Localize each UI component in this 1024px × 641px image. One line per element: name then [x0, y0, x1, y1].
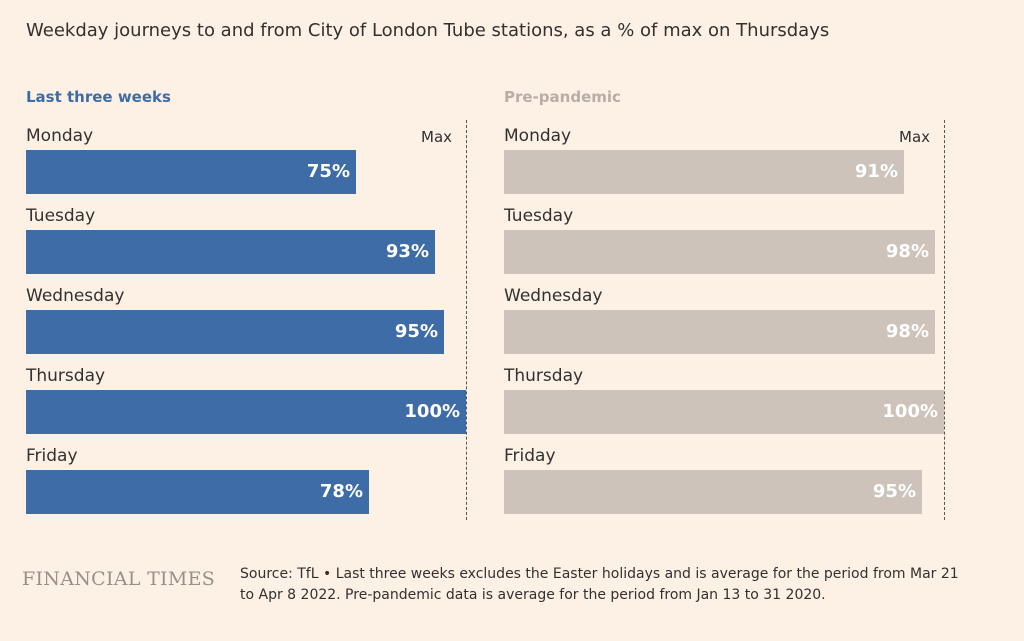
max-label: Max	[899, 128, 931, 146]
bar-monday: 75%	[26, 150, 356, 194]
chart-title: Weekday journeys to and from City of Lon…	[26, 20, 830, 41]
bar-value-label: 100%	[882, 401, 938, 422]
bar-thursday: 100%	[504, 390, 944, 434]
bar-tuesday: 93%	[26, 230, 435, 274]
bar-value-label: 75%	[306, 161, 350, 182]
max-reference-line	[466, 120, 467, 520]
bar-value-label: 93%	[385, 241, 429, 262]
max-label: Max	[421, 128, 453, 146]
bar-value-label: 100%	[404, 401, 460, 422]
bar-friday: 78%	[26, 470, 369, 514]
ft-logo: FINANCIAL TIMES	[22, 568, 216, 590]
source-note: Source: TfL • Last three weeks excludes …	[240, 566, 959, 603]
bar-tuesday: 98%	[504, 230, 935, 274]
panel-title: Last three weeks	[26, 88, 171, 106]
category-label-tuesday: Tuesday	[504, 206, 574, 226]
category-label-monday: Monday	[504, 126, 572, 146]
category-label-friday: Friday	[26, 446, 78, 466]
bar-value-label: 91%	[854, 161, 898, 182]
panel-title: Pre-pandemic	[504, 88, 621, 106]
bar-value-label: 78%	[319, 481, 363, 502]
bar-wednesday: 95%	[26, 310, 444, 354]
bar-value-label: 98%	[885, 321, 929, 342]
bar-thursday: 100%	[26, 390, 466, 434]
bar-wednesday: 98%	[504, 310, 935, 354]
bar-friday: 95%	[504, 470, 922, 514]
bar-value-label: 95%	[394, 321, 438, 342]
category-label-monday: Monday	[26, 126, 94, 146]
bar-value-label: 95%	[872, 481, 916, 502]
bar-value-label: 98%	[885, 241, 929, 262]
bar-monday: 91%	[504, 150, 904, 194]
category-label-tuesday: Tuesday	[26, 206, 96, 226]
max-reference-line	[944, 120, 945, 520]
category-label-wednesday: Wednesday	[26, 286, 125, 306]
category-label-friday: Friday	[504, 446, 556, 466]
category-label-wednesday: Wednesday	[504, 286, 603, 306]
category-label-thursday: Thursday	[504, 366, 584, 386]
category-label-thursday: Thursday	[26, 366, 106, 386]
